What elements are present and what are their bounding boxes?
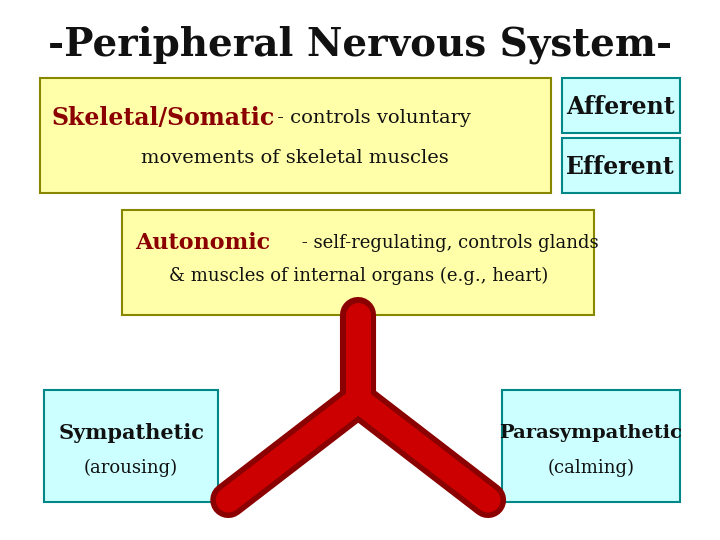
Bar xyxy=(562,78,680,133)
Bar xyxy=(562,138,680,193)
Text: Skeletal/Somatic: Skeletal/Somatic xyxy=(51,106,274,130)
Bar xyxy=(40,78,551,193)
Text: Parasympathetic: Parasympathetic xyxy=(499,424,682,442)
Bar xyxy=(44,390,218,502)
Bar xyxy=(502,390,680,502)
Text: Autonomic: Autonomic xyxy=(135,232,270,254)
Text: movements of skeletal muscles: movements of skeletal muscles xyxy=(140,149,449,167)
Bar xyxy=(122,210,594,315)
Text: - self-regulating, controls glands: - self-regulating, controls glands xyxy=(297,234,599,252)
Text: Efferent: Efferent xyxy=(567,155,675,179)
Text: (calming): (calming) xyxy=(547,459,634,477)
Text: - controls voluntary: - controls voluntary xyxy=(271,109,471,127)
Text: -Peripheral Nervous System-: -Peripheral Nervous System- xyxy=(48,26,672,64)
Text: Sympathetic: Sympathetic xyxy=(58,423,204,443)
Text: Afferent: Afferent xyxy=(567,95,675,119)
Text: & muscles of internal organs (e.g., heart): & muscles of internal organs (e.g., hear… xyxy=(168,267,548,285)
Text: (arousing): (arousing) xyxy=(84,459,179,477)
